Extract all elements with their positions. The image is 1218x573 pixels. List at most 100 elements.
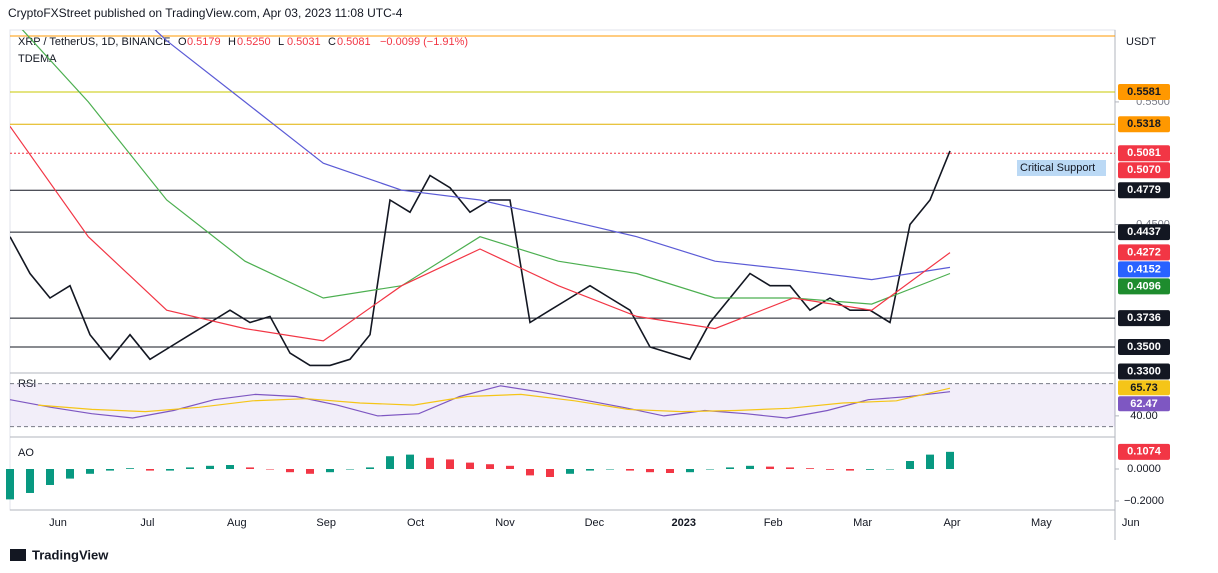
footer: TradingView xyxy=(32,547,109,562)
y-tick-label: 0.0000 xyxy=(1127,463,1161,475)
price-label-box xyxy=(1118,363,1170,380)
ao-bar xyxy=(286,469,294,473)
y-tick-label: 40.00 xyxy=(1130,410,1158,422)
price-label: 0.4272 xyxy=(1127,246,1161,258)
symbol: XRP / TetherUS, 1D, BINANCE xyxy=(18,36,170,48)
price-label-box xyxy=(1118,261,1170,278)
ao-bar xyxy=(826,469,834,470)
ao-bar xyxy=(906,461,914,470)
rsi-label: 65.73 xyxy=(1130,382,1158,394)
price-label-box xyxy=(1118,162,1170,179)
ao-bar xyxy=(146,469,154,471)
ao-bar xyxy=(406,454,414,470)
price-label: 0.4152 xyxy=(1127,263,1161,275)
price-label-box xyxy=(1118,116,1170,133)
price-label-box xyxy=(1118,244,1170,261)
ao-bar xyxy=(226,465,234,470)
x-tick-label: Jul xyxy=(140,517,154,529)
rsi-label-box xyxy=(1118,380,1170,396)
ao-bar xyxy=(446,459,454,470)
ao-bar xyxy=(786,467,794,470)
price-label-box xyxy=(1118,278,1170,295)
ema-line xyxy=(154,30,951,281)
price-label: 0.4779 xyxy=(1127,184,1161,196)
x-tick-label: Oct xyxy=(407,517,424,529)
ao-bar xyxy=(426,457,434,470)
ao-bar xyxy=(266,469,274,470)
price-label: 0.3300 xyxy=(1127,365,1161,377)
ohlc-value: 0.5250 xyxy=(237,36,271,48)
ao-bar xyxy=(6,469,14,500)
currency: USDT xyxy=(1126,36,1156,48)
ao-bar xyxy=(666,469,674,473)
price-label: 0.3736 xyxy=(1127,312,1161,324)
ao-bar xyxy=(346,469,354,470)
ao-bar xyxy=(606,469,614,470)
x-tick-label: Dec xyxy=(585,517,605,529)
ao-bar xyxy=(466,462,474,470)
ao-bar xyxy=(386,456,394,470)
ao-label: 0.1074 xyxy=(1127,446,1162,458)
ao-bar xyxy=(166,469,174,471)
x-tick-label: Sep xyxy=(316,517,336,529)
ao-bar xyxy=(646,469,654,473)
rsi-line xyxy=(9,385,951,419)
price-line xyxy=(10,150,951,367)
ao-bar xyxy=(326,469,334,473)
x-tick-label: Feb xyxy=(764,517,783,529)
ao-bar xyxy=(186,467,194,470)
price-label: 0.5318 xyxy=(1127,118,1161,130)
price-label: 0.5070 xyxy=(1127,164,1161,176)
price-label: 0.5581 xyxy=(1127,86,1161,98)
ohlc-key: L xyxy=(278,36,284,48)
ao-bar xyxy=(686,469,694,473)
ao-bar xyxy=(586,469,594,471)
ao-bar xyxy=(106,469,114,471)
annotation: Critical Support xyxy=(1020,162,1095,174)
x-tick-label: Nov xyxy=(495,517,515,529)
x-tick-label: Jun xyxy=(1122,517,1140,529)
ao-bar xyxy=(366,467,374,470)
x-tick-label: Apr xyxy=(943,517,960,529)
ao-bar xyxy=(746,465,754,470)
price-label-box xyxy=(1118,182,1170,199)
price-label: 0.3500 xyxy=(1127,341,1161,353)
ema-line xyxy=(10,126,951,342)
ohlc-key: O xyxy=(178,36,187,48)
price-label-box xyxy=(1118,339,1170,356)
price-label: 0.5081 xyxy=(1127,147,1161,159)
y-tick-label: −0.2000 xyxy=(1124,495,1164,507)
annotation-box xyxy=(1017,160,1106,176)
rsi-label: 62.47 xyxy=(1130,398,1158,410)
price-label: 0.4096 xyxy=(1127,280,1161,292)
indicator: TDEMA xyxy=(18,53,57,65)
rsi-line xyxy=(38,387,951,413)
ao-bar xyxy=(306,469,314,474)
ao-bar xyxy=(526,469,534,476)
ohlc-key: H xyxy=(228,36,236,48)
ao-bar xyxy=(486,464,494,470)
ao-bar xyxy=(706,469,714,470)
ao-bar xyxy=(206,465,214,470)
rsi-band xyxy=(10,383,1115,427)
rsi-label-box xyxy=(1118,396,1170,412)
price-label-box xyxy=(1118,145,1170,162)
ao-bar xyxy=(766,466,774,470)
x-tick-label: 2023 xyxy=(672,517,696,529)
ao-bar xyxy=(46,469,54,485)
ao-bar xyxy=(506,465,514,470)
ao-bar xyxy=(126,468,134,470)
logo xyxy=(10,549,26,561)
ao-bar xyxy=(66,469,74,479)
ao-bar xyxy=(86,469,94,474)
x-tick-label: Aug xyxy=(227,517,247,529)
ao-title: AO xyxy=(18,447,34,459)
ao-bar xyxy=(846,469,854,471)
ohlc-key: C xyxy=(328,36,336,48)
ao-bar xyxy=(806,468,814,470)
ohlc-value: 0.5179 xyxy=(187,36,221,48)
ao-label-box xyxy=(1118,443,1170,460)
ohlc-value: 0.5081 xyxy=(337,36,371,48)
